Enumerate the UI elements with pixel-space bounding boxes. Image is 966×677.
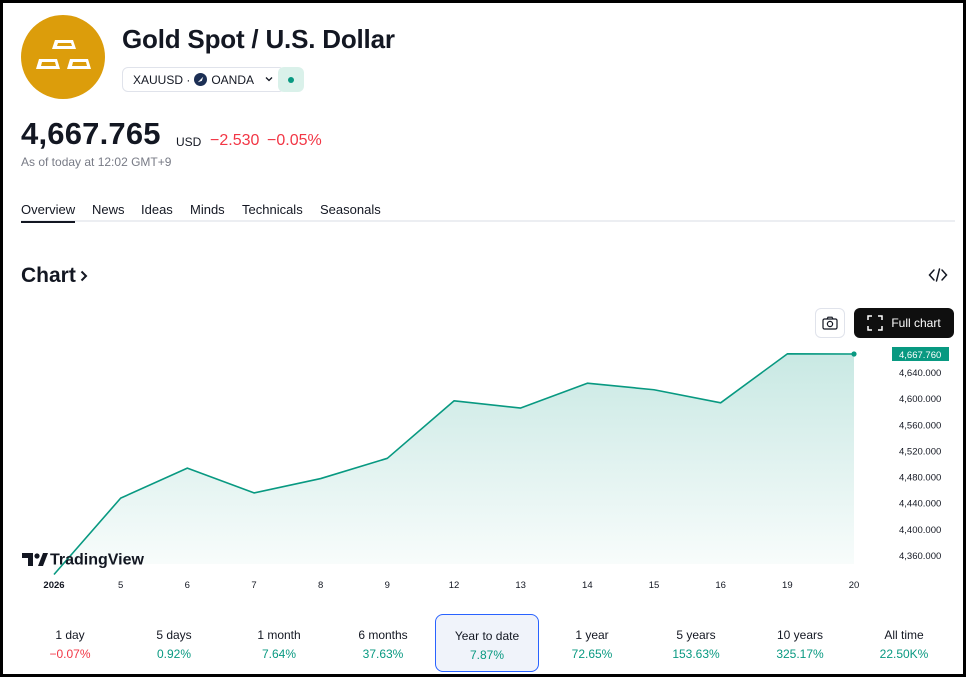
range-1-year[interactable]: 1 year 72.65% — [540, 614, 644, 672]
x-tick-label: 20 — [849, 580, 860, 591]
gold-logo-icon — [21, 15, 105, 99]
x-tick-label: 16 — [715, 580, 726, 591]
chart-heading: Chart — [21, 264, 76, 287]
x-tick-label: 9 — [385, 580, 390, 591]
chevron-down-icon — [264, 73, 274, 87]
y-tick-label: 4,400.000 — [899, 525, 941, 536]
range-10-years[interactable]: 10 years 325.17% — [748, 614, 852, 672]
period-range-bar: 1 day −0.07% 5 days 0.92% 1 month 7.64% 6 m… — [18, 614, 958, 672]
range-all-time[interactable]: All time 22.50K% — [852, 614, 956, 672]
y-tick-label: 4,520.000 — [899, 446, 941, 457]
exchange-label: OANDA — [211, 72, 255, 87]
range-label: Year to date — [454, 629, 520, 643]
price-change-percent: −0.05% — [267, 132, 322, 149]
tab-technicals[interactable]: Technicals — [242, 202, 303, 217]
last-point-marker — [851, 351, 857, 357]
x-tick-label: 6 — [185, 580, 190, 591]
range-label: 1 year — [575, 628, 609, 642]
x-tick-label: 13 — [515, 580, 526, 591]
embed-code-icon[interactable] — [928, 266, 948, 284]
x-tick-label: 19 — [782, 580, 793, 591]
range-label: All time — [884, 628, 924, 642]
y-tick-label: 4,640.000 — [899, 368, 941, 379]
range-value: 325.17% — [776, 647, 824, 661]
y-tick-label: 4,440.000 — [899, 499, 941, 510]
range-label: 10 years — [776, 628, 824, 642]
tradingview-logo-icon — [22, 553, 48, 566]
range-6-months[interactable]: 6 months 37.63% — [331, 614, 435, 672]
chevron-right-icon — [80, 270, 88, 282]
oanda-logo-icon — [194, 73, 208, 86]
chart-heading-link[interactable]: Chart — [21, 264, 89, 288]
tradingview-watermark: TradingView — [22, 552, 145, 569]
range-year-to-date[interactable]: Year to date 7.87% — [435, 614, 539, 672]
range-value: 7.64% — [261, 647, 297, 661]
as-of-timestamp: As of today at 12:02 GMT+9 — [21, 155, 172, 169]
range-value: 7.87% — [469, 648, 505, 662]
range-1-day[interactable]: 1 day −0.07% — [18, 614, 122, 672]
x-tick-label: 14 — [582, 580, 593, 591]
price-chart[interactable]: 4,360.000 4,400.000 4,440.000 4,480.000 4,52… — [0, 340, 966, 600]
range-label: 1 month — [257, 628, 301, 642]
x-tick-label: 15 — [649, 580, 660, 591]
x-tick-label: 5 — [118, 580, 123, 591]
price-area-fill — [54, 353, 854, 575]
range-value: 0.92% — [156, 647, 192, 661]
tradingview-wordmark: TradingView — [50, 552, 145, 569]
price-change: −2.530 — [210, 132, 260, 149]
tab-minds[interactable]: Minds — [190, 202, 225, 217]
range-value: −0.07% — [49, 647, 91, 661]
status-dot-icon — [288, 76, 294, 83]
range-label: 5 days — [156, 628, 192, 642]
range-value: 22.50K% — [879, 647, 929, 661]
last-value-label: 4,667.760 — [899, 350, 941, 361]
range-5-years[interactable]: 5 years 153.63% — [644, 614, 748, 672]
currency-label: USD — [176, 135, 202, 149]
range-value: 37.63% — [362, 647, 404, 661]
full-chart-button[interactable]: Full chart — [854, 308, 954, 338]
range-label: 6 months — [358, 628, 408, 642]
y-tick-label: 4,560.000 — [899, 420, 941, 431]
x-tick-label: 2026 — [43, 580, 64, 591]
range-value: 153.63% — [672, 647, 720, 661]
x-tick-label: 12 — [449, 580, 460, 591]
x-tick-label: 8 — [318, 580, 323, 591]
y-tick-label: 4,480.000 — [899, 473, 941, 484]
last-price: 4,667.765 — [21, 116, 161, 151]
range-label: 1 day — [55, 628, 85, 642]
y-tick-label: 4,600.000 — [899, 394, 941, 405]
tab-news[interactable]: News — [92, 202, 125, 217]
snapshot-button[interactable] — [815, 308, 845, 338]
page-title: Gold Spot / U.S. Dollar — [122, 24, 395, 54]
tab-overview[interactable]: Overview — [21, 202, 76, 223]
tab-ideas[interactable]: Ideas — [141, 202, 173, 217]
market-status-badge[interactable] — [278, 67, 304, 92]
x-tick-label: 7 — [251, 580, 256, 591]
range-value: 72.65% — [571, 647, 613, 661]
range-1-month[interactable]: 1 month 7.64% — [227, 614, 331, 672]
exchange-selector[interactable]: XAUUSD · OANDA — [122, 67, 286, 92]
y-tick-label: 4,360.000 — [899, 551, 941, 562]
range-5-days[interactable]: 5 days 0.92% — [122, 614, 226, 672]
range-label: 5 years — [676, 628, 716, 642]
last-value-badge — [892, 346, 949, 361]
tab-seasonals[interactable]: Seasonals — [320, 202, 381, 217]
full-chart-label: Full chart — [891, 316, 941, 330]
camera-icon — [822, 316, 838, 330]
tab-bar: Overview News Ideas Minds Technicals Sea… — [21, 200, 955, 223]
symbol-label: XAUUSD · — [133, 72, 191, 87]
fullscreen-icon — [867, 315, 884, 331]
